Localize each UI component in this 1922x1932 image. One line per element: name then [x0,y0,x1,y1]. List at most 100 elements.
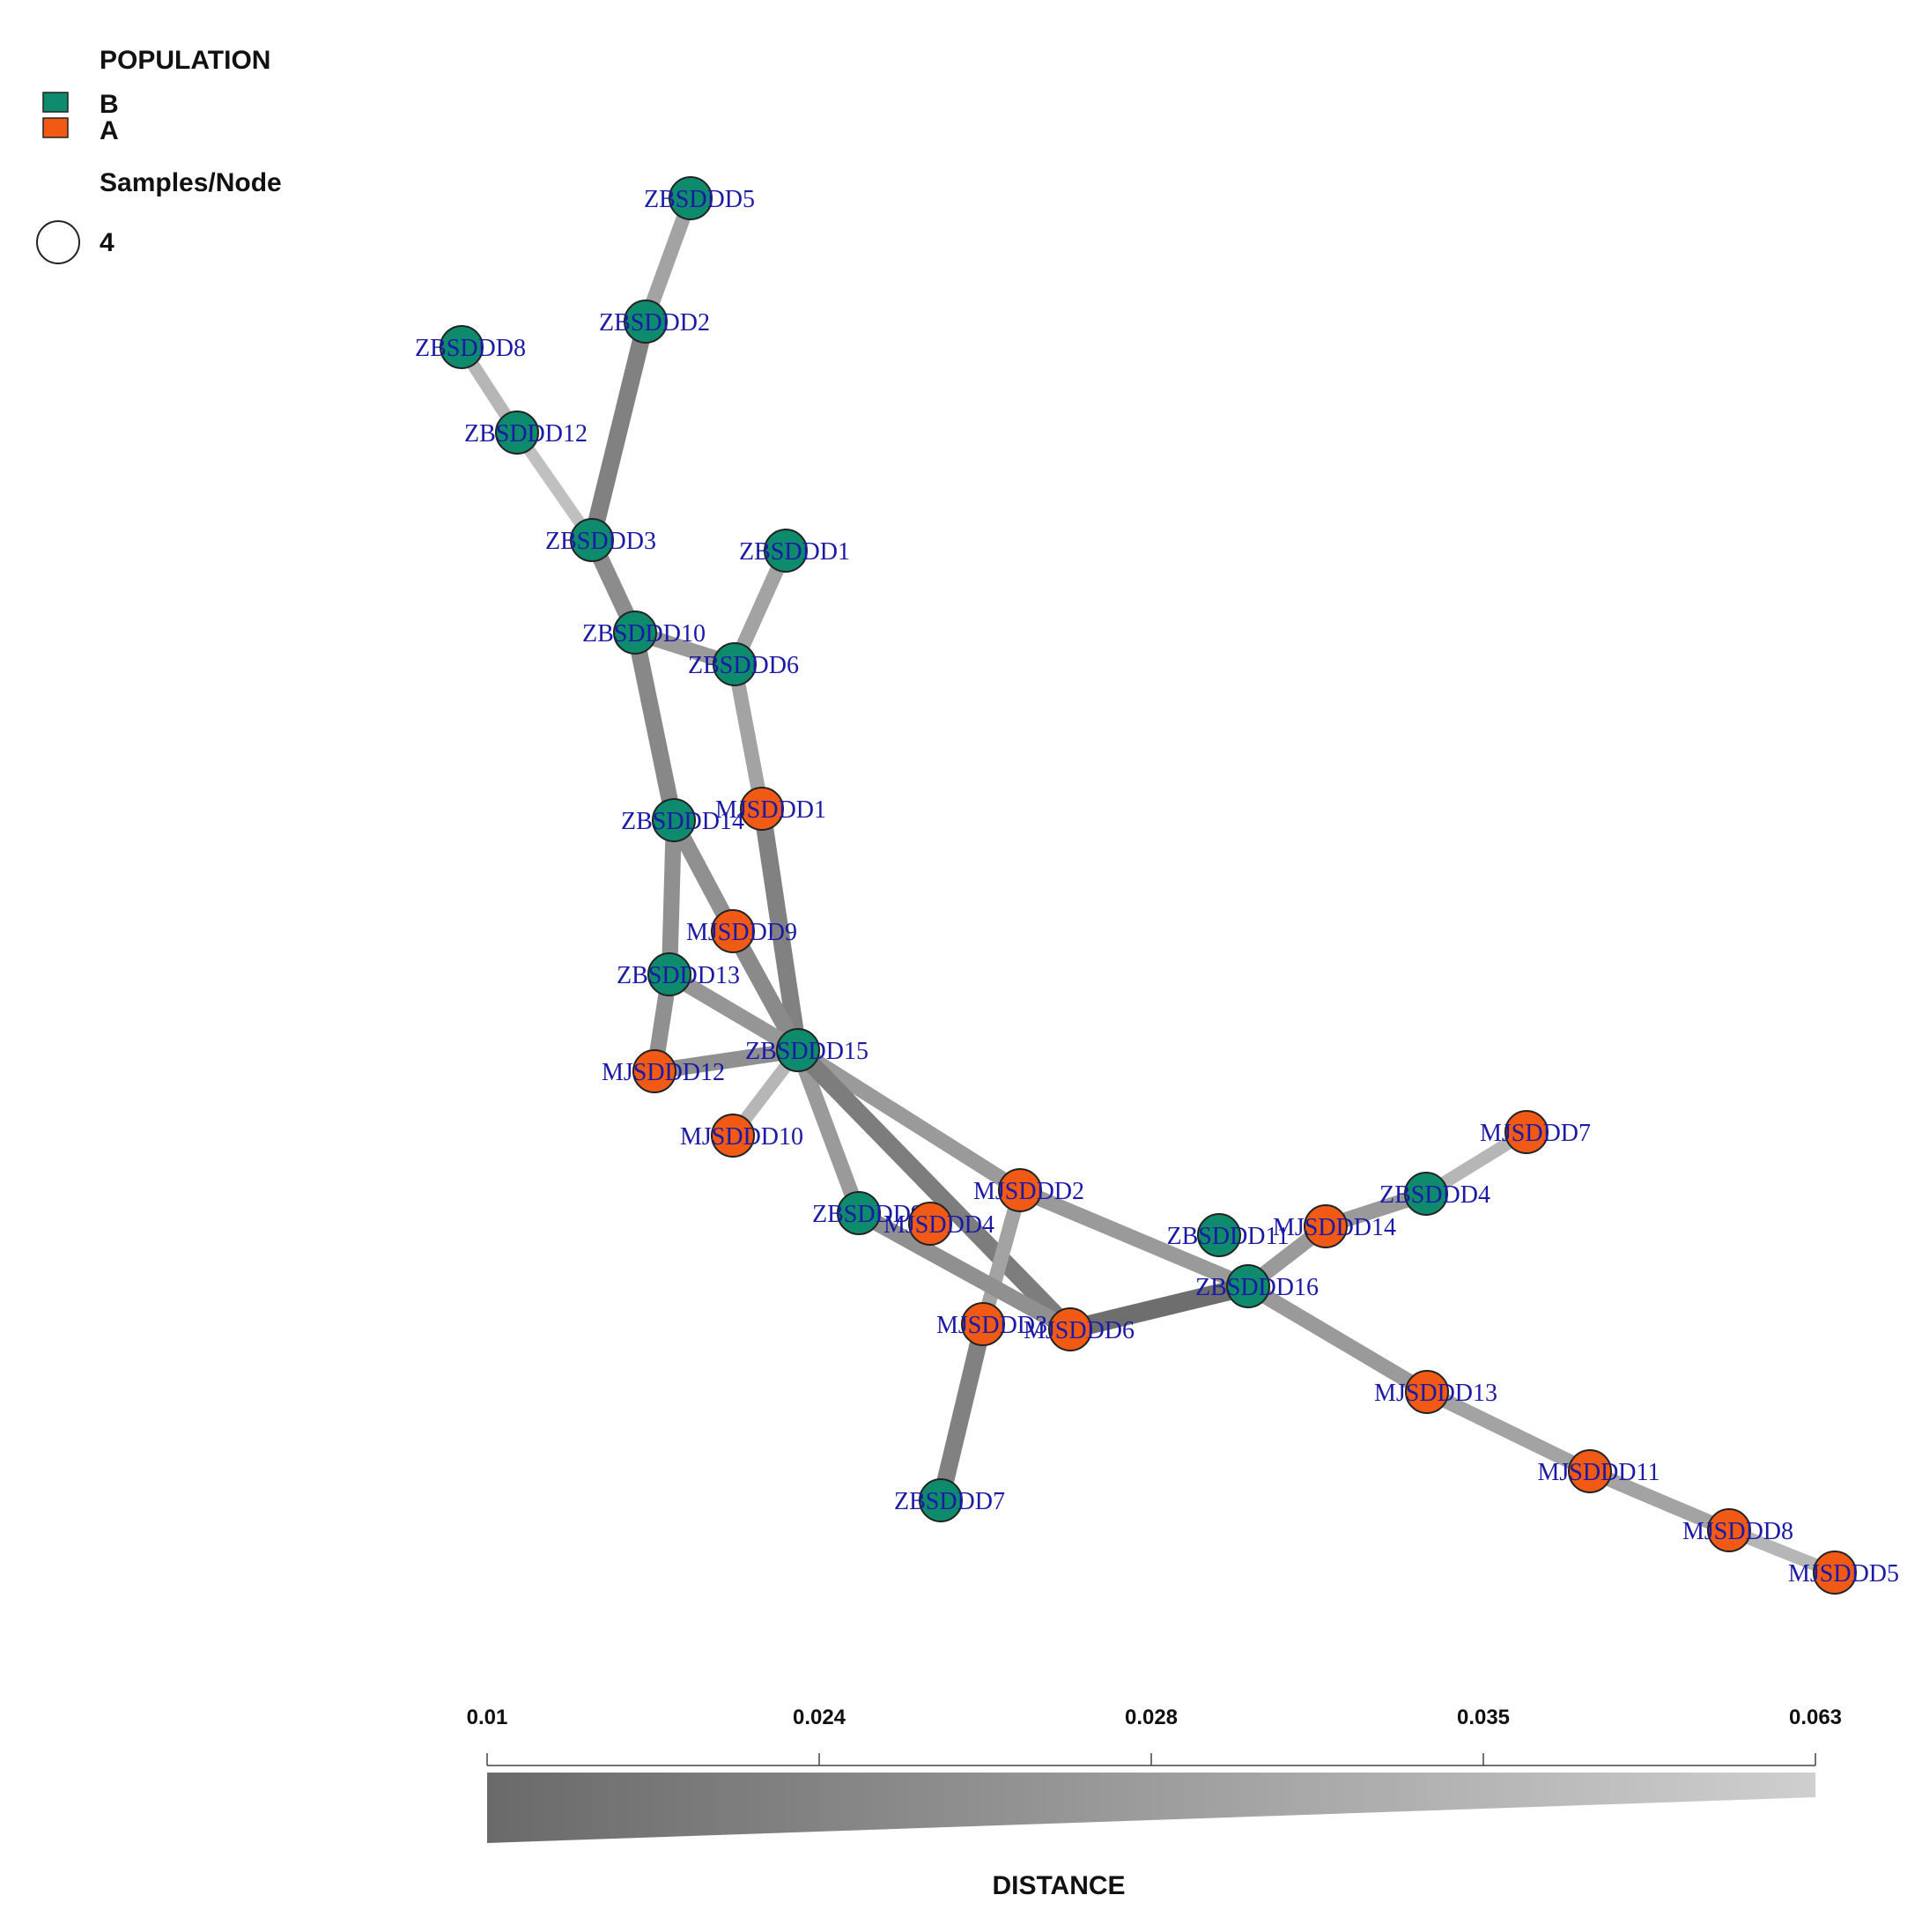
edge-mjsddd3-zbsddd7 [932,1321,992,1503]
node-mjsddd3[interactable]: MJSDDD3 [936,1302,1047,1346]
node-circle[interactable] [1707,1508,1751,1552]
node-zbsddd2[interactable]: ZBSDDD2 [599,300,710,344]
node-zbsddd8[interactable]: ZBSDDD8 [415,325,526,369]
node-mjsddd6[interactable]: MJSDDD6 [1024,1307,1135,1351]
node-label: MJSDDD6 [1024,1317,1135,1344]
node-zbsddd14[interactable]: ZBSDDD14 [621,798,744,842]
node-circle[interactable] [711,909,755,953]
node-mjsddd8[interactable]: MJSDDD8 [1682,1508,1793,1552]
legend: POPULATION B A Samples/Node 4 [36,46,282,264]
edge-zbsddd10-zbsddd14 [626,631,683,822]
node-zbsddd1[interactable]: ZBSDDD1 [739,529,850,573]
node-circle[interactable] [1197,1213,1241,1257]
node-label: ZBSDDD4 [1379,1181,1490,1209]
node-circle[interactable] [440,325,484,369]
node-mjsddd7[interactable]: MJSDDD7 [1480,1110,1591,1154]
node-circle[interactable] [711,1114,755,1158]
legend-swatch-b [42,92,69,113]
node-mjsddd14[interactable]: MJSDDD14 [1273,1204,1396,1248]
node-circle[interactable] [1226,1264,1270,1308]
node-label: MJSDDD8 [1682,1518,1793,1545]
node-zbsddd11[interactable]: ZBSDDD11 [1167,1213,1290,1257]
node-circle[interactable] [713,642,757,686]
node-circle[interactable] [1504,1110,1549,1154]
node-mjsddd4[interactable]: MJSDDD4 [883,1202,994,1246]
node-label: MJSDDD10 [680,1123,803,1151]
node-zbsddd13[interactable]: ZBSDDD13 [617,952,740,996]
node-circle[interactable] [495,411,539,455]
distance-tick-label: 0.063 [1789,1706,1842,1729]
node-mjsddd13[interactable]: MJSDDD13 [1374,1370,1497,1414]
node-zbsddd7[interactable]: ZBSDDD7 [894,1478,1005,1522]
node-label: ZBSDDD6 [688,652,799,679]
node-label: ZBSDDD7 [894,1488,1005,1515]
edge-mjsddd12-zbsddd15 [653,1041,800,1080]
edge-mjsddd1-zbsddd15 [753,807,807,1052]
node-circle[interactable] [1404,1172,1448,1216]
node-circle[interactable] [613,611,657,655]
node-circle[interactable] [669,176,713,220]
node-circle[interactable] [837,1191,881,1235]
edge-layer [455,196,1837,1579]
node-zbsddd12[interactable]: ZBSDDD12 [464,411,588,455]
edge-mjsddd13-mjsddd11 [1423,1385,1593,1478]
node-mjsddd11[interactable]: MJSDDD11 [1538,1449,1660,1493]
node-circle[interactable] [961,1302,1005,1346]
node-circle[interactable] [624,300,668,344]
node-circle[interactable] [919,1478,963,1522]
edge-zbsddd6-mjsddd1 [727,663,770,811]
distance-gradient-wedge [487,1773,1815,1843]
node-zbsddd9[interactable]: ZBSDDD9 [812,1191,923,1235]
distance-tick-label: 0.035 [1457,1706,1510,1729]
node-circle[interactable] [652,798,696,842]
node-circle[interactable] [998,1168,1042,1212]
node-zbsddd16[interactable]: ZBSDDD16 [1195,1264,1319,1308]
node-circle[interactable] [632,1049,676,1093]
node-circle[interactable] [1304,1204,1348,1248]
edge-mjsddd2-zbsddd16 [1016,1183,1252,1293]
node-mjsddd1[interactable]: MJSDDD1 [715,787,826,831]
node-circle[interactable] [1813,1551,1857,1595]
node-zbsddd3[interactable]: ZBSDDD3 [545,518,656,562]
node-circle[interactable] [776,1028,820,1072]
node-circle[interactable] [647,952,691,996]
edge-mjsddd2-mjsddd3 [976,1188,1027,1327]
node-label: ZBSDDD12 [464,420,588,448]
edge-zbsddd15-mjsddd6 [791,1043,1077,1336]
node-label: MJSDDD2 [973,1178,1084,1205]
node-label: MJSDDD11 [1538,1459,1660,1486]
node-label: ZBSDDD5 [644,186,755,213]
node-circle[interactable] [1405,1370,1449,1414]
node-mjsddd5[interactable]: MJSDDD5 [1788,1551,1899,1595]
node-zbsddd15[interactable]: ZBSDDD15 [745,1028,869,1072]
node-mjsddd9[interactable]: MJSDDD9 [686,909,797,953]
node-circle[interactable] [570,518,614,562]
node-zbsddd4[interactable]: ZBSDDD4 [1379,1172,1490,1216]
edge-mjsddd9-zbsddd15 [725,927,806,1055]
node-label: ZBSDDD13 [617,962,740,989]
node-mjsddd12[interactable]: MJSDDD12 [602,1049,725,1093]
node-label: MJSDDD14 [1273,1214,1396,1241]
distance-scale: 0.01 0.024 0.028 0.035 0.063 DISTANCE [467,1706,1842,1900]
legend-population-title: POPULATION [100,46,270,75]
node-label: ZBSDDD3 [545,528,656,555]
node-label: MJSDDD7 [1480,1120,1591,1147]
node-circle[interactable] [764,529,808,573]
node-label: MJSDDD13 [1374,1380,1497,1407]
node-zbsddd6[interactable]: ZBSDDD6 [688,642,799,686]
distance-ticks: 0.01 0.024 0.028 0.035 0.063 [467,1706,1842,1765]
node-zbsddd10[interactable]: ZBSDDD10 [582,611,706,655]
node-mjsddd10[interactable]: MJSDDD10 [680,1114,803,1158]
legend-label-b: B [100,90,119,119]
node-circle[interactable] [908,1202,952,1246]
node-zbsddd5[interactable]: ZBSDDD5 [644,176,755,220]
node-label: ZBSDDD10 [582,620,706,648]
node-label: ZBSDDD11 [1167,1223,1290,1250]
node-circle[interactable] [740,787,784,831]
node-circle[interactable] [1048,1307,1092,1351]
edge-mjsddd11-mjsddd8 [1586,1464,1733,1537]
node-label: ZBSDDD14 [621,808,744,835]
node-mjsddd2[interactable]: MJSDDD2 [973,1168,1084,1212]
node-circle[interactable] [1568,1449,1612,1493]
